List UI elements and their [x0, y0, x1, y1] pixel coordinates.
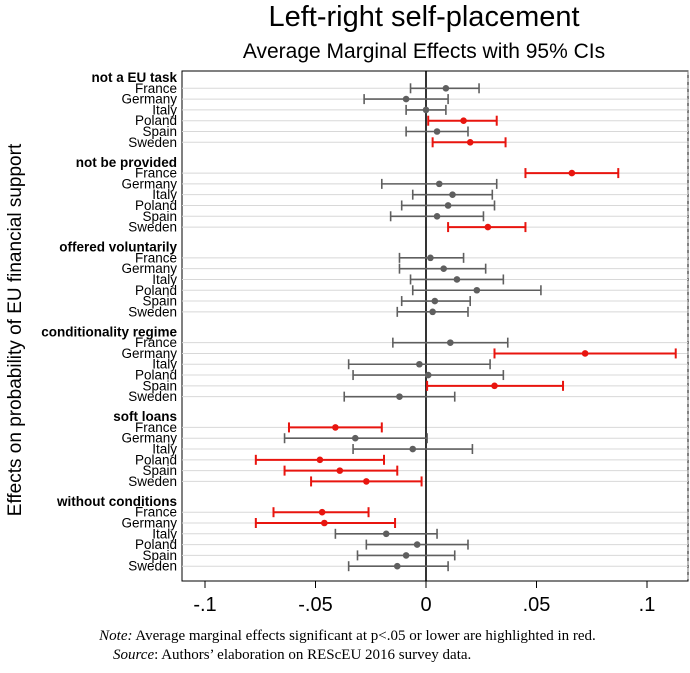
grid-layer: [182, 87, 688, 567]
row-label: Sweden: [128, 559, 177, 574]
estimate-point: [316, 456, 324, 464]
estimate-point: [449, 191, 456, 198]
row-label: France: [135, 166, 177, 181]
row-label: Sweden: [128, 135, 177, 150]
plot-frame: [181, 70, 689, 582]
estimate-point: [466, 139, 474, 146]
x-axis: -.1 -.05 0 .05 .1: [193, 581, 655, 616]
estimate-point: [336, 467, 344, 474]
estimate-point: [424, 371, 432, 379]
label-layer: not a EU taskFranceGermanyItalyPolandSpa…: [41, 70, 177, 574]
row-label: Poland: [135, 283, 177, 298]
row-label: Italy: [152, 187, 177, 202]
estimate-point: [431, 297, 439, 305]
x-tick-label: 0: [420, 594, 431, 616]
row-label: Germany: [121, 346, 177, 361]
row-label: Poland: [135, 537, 177, 552]
row-label: Sweden: [128, 304, 177, 319]
estimate-point: [393, 562, 401, 570]
row-label: Germany: [121, 516, 177, 531]
estimate-point: [581, 350, 589, 357]
estimate-point: [429, 308, 436, 316]
estimate-point: [484, 223, 492, 231]
note-line: Note: Average marginal effects significa…: [10, 628, 685, 645]
group-label: offered voluntarily: [59, 240, 177, 255]
row-label: Spain: [142, 209, 177, 224]
estimate-point: [402, 552, 410, 559]
row-label: Italy: [152, 357, 177, 372]
x-tick-label: .05: [523, 594, 551, 616]
row-label: Sweden: [128, 389, 177, 404]
row-label: Italy: [152, 526, 177, 541]
group-label: soft loans: [113, 409, 177, 424]
estimate-point: [396, 393, 403, 400]
row-label: Spain: [142, 463, 177, 478]
source-text: : Authors’ elaboration on REScEU 2016 su…: [154, 647, 472, 663]
row-label: Germany: [121, 92, 177, 107]
estimate-point: [402, 95, 410, 103]
estimate-point: [435, 180, 443, 188]
estimate-point: [321, 519, 328, 527]
estimate-point: [433, 212, 441, 220]
row-label: France: [135, 505, 177, 520]
group-label: conditionality regime: [41, 324, 177, 339]
estimate-point: [318, 508, 326, 516]
row-label: Germany: [121, 431, 177, 446]
source-label: Source: [113, 647, 155, 663]
row-label: Italy: [152, 102, 177, 117]
row-label: Germany: [121, 261, 177, 276]
estimate-point: [444, 202, 452, 209]
y-axis-label: Effects on probability of EU financial s…: [5, 143, 26, 516]
estimate-point: [351, 434, 359, 442]
row-label: Spain: [142, 124, 177, 139]
row-label: Poland: [135, 113, 177, 128]
estimate-point: [422, 106, 430, 114]
note-label: Note:: [99, 628, 133, 644]
row-label: Poland: [135, 452, 177, 467]
row-label: Spain: [142, 548, 177, 563]
estimate-point: [409, 445, 417, 453]
row-label: Sweden: [128, 474, 177, 489]
chart-subtitle: Average Marginal Effects with 95% CIs: [243, 40, 605, 63]
row-label: Spain: [142, 378, 177, 393]
estimate-point: [427, 254, 434, 262]
mark-layer: [254, 83, 677, 572]
row-label: Sweden: [128, 220, 177, 235]
group-label: not a EU task: [91, 70, 177, 85]
estimate-point: [433, 128, 441, 135]
row-label: Poland: [135, 198, 177, 213]
group-label: without conditions: [56, 494, 177, 509]
row-label: Spain: [142, 294, 177, 309]
estimate-point: [442, 85, 450, 92]
estimate-point: [440, 265, 447, 272]
row-label: France: [135, 81, 177, 96]
x-tick-label: -.05: [298, 594, 332, 616]
source-line: Source: Authors’ elaboration on REScEU 2…: [113, 647, 690, 664]
estimate-point: [568, 169, 576, 177]
row-label: France: [135, 420, 177, 435]
row-label: France: [135, 250, 177, 265]
estimate-point: [491, 382, 498, 390]
estimate-point: [447, 339, 454, 346]
estimate-point: [460, 117, 467, 124]
note-text: Average marginal effects significant at …: [132, 628, 596, 644]
estimate-point: [363, 478, 370, 485]
estimate-point: [413, 541, 421, 548]
row-label: Italy: [152, 272, 177, 287]
x-tick-label: .1: [639, 594, 656, 616]
row-label: France: [135, 335, 177, 350]
estimate-point: [382, 530, 390, 538]
x-tick-label: -.1: [193, 594, 216, 616]
estimate-point: [473, 286, 481, 294]
estimate-point: [416, 360, 423, 368]
estimate-point: [332, 424, 339, 431]
estimate-point: [453, 276, 461, 283]
chart-title: Left-right self-placement: [268, 1, 579, 33]
row-label: Poland: [135, 368, 177, 383]
row-label: Germany: [121, 176, 177, 191]
row-label: Italy: [152, 442, 177, 457]
group-label: not be provided: [76, 155, 177, 170]
